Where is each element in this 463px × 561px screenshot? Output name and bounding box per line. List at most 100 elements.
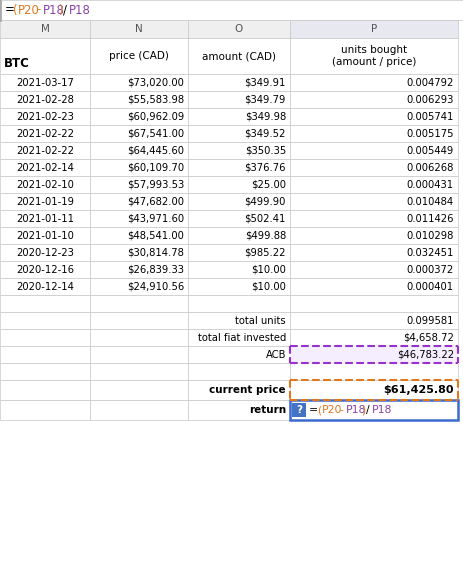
Text: BTC: BTC	[4, 57, 30, 71]
Bar	[90, 227, 188, 244]
Text: $30,814.78: $30,814.78	[127, 247, 184, 257]
Bar	[0, 363, 90, 380]
Bar	[0, 142, 90, 159]
Bar	[0, 125, 90, 142]
Text: total fiat invested: total fiat invested	[197, 333, 285, 343]
Bar	[0, 244, 90, 261]
Text: =: =	[5, 3, 15, 16]
Bar	[289, 278, 457, 295]
Bar	[289, 363, 457, 380]
Bar	[0, 159, 90, 176]
Text: 0.099581: 0.099581	[406, 315, 453, 325]
Text: $499.90: $499.90	[244, 196, 285, 206]
Bar	[90, 210, 188, 227]
Text: $349.91: $349.91	[244, 77, 285, 88]
Bar	[289, 108, 457, 125]
Bar	[0, 400, 90, 420]
Text: 2020-12-16: 2020-12-16	[16, 264, 74, 274]
Bar	[0, 346, 90, 363]
Bar	[90, 125, 188, 142]
Bar	[289, 346, 457, 363]
Text: $349.98: $349.98	[244, 112, 285, 122]
Bar	[188, 261, 289, 278]
Text: $25.00: $25.00	[250, 180, 285, 190]
Bar	[0, 108, 90, 125]
Bar	[188, 227, 289, 244]
Text: $48,541.00: $48,541.00	[127, 231, 184, 241]
Bar	[289, 74, 457, 91]
Text: $43,971.60: $43,971.60	[126, 214, 184, 223]
Text: 2021-02-23: 2021-02-23	[16, 112, 74, 122]
Bar	[289, 210, 457, 227]
Bar	[90, 20, 188, 38]
Text: 0.005741: 0.005741	[406, 112, 453, 122]
Text: P20: P20	[321, 405, 342, 415]
Text: 0.006268: 0.006268	[406, 163, 453, 172]
Bar	[90, 329, 188, 346]
Bar	[0, 0, 463, 20]
Bar	[188, 176, 289, 193]
Text: $4,658.72: $4,658.72	[402, 333, 453, 343]
Text: $376.76: $376.76	[244, 163, 285, 172]
Text: 2021-02-10: 2021-02-10	[16, 180, 74, 190]
Text: 0.010298: 0.010298	[406, 231, 453, 241]
Bar	[188, 142, 289, 159]
Bar	[90, 244, 188, 261]
Text: M: M	[40, 24, 50, 34]
Bar	[289, 91, 457, 108]
Text: ACB: ACB	[265, 350, 285, 360]
Bar	[289, 400, 457, 420]
Text: 0.032451: 0.032451	[406, 247, 453, 257]
Bar	[90, 346, 188, 363]
Bar	[188, 210, 289, 227]
Bar	[188, 380, 289, 400]
Bar	[90, 38, 188, 74]
Bar	[188, 193, 289, 210]
Text: P18: P18	[43, 3, 65, 16]
Text: current price: current price	[209, 385, 285, 395]
Bar	[90, 159, 188, 176]
Bar	[289, 159, 457, 176]
Bar	[90, 363, 188, 380]
Text: amount (CAD): amount (CAD)	[201, 51, 275, 61]
Bar	[188, 159, 289, 176]
Bar	[90, 142, 188, 159]
Bar	[289, 227, 457, 244]
Text: 0.006293: 0.006293	[406, 94, 453, 104]
Text: $499.88: $499.88	[244, 231, 285, 241]
Bar	[0, 38, 90, 74]
Bar	[188, 244, 289, 261]
Bar	[188, 38, 289, 74]
Text: ): )	[58, 3, 63, 16]
Bar	[90, 295, 188, 312]
Bar	[188, 346, 289, 363]
Bar	[0, 295, 90, 312]
Bar	[0, 210, 90, 227]
Text: $349.52: $349.52	[244, 128, 285, 139]
Bar	[289, 193, 457, 210]
Text: 2021-03-17: 2021-03-17	[16, 77, 74, 88]
Text: 0.000372: 0.000372	[406, 264, 453, 274]
Bar	[289, 125, 457, 142]
Bar	[289, 295, 457, 312]
Text: $73,020.00: $73,020.00	[127, 77, 184, 88]
Text: $24,910.56: $24,910.56	[126, 282, 184, 292]
Text: (amount / price): (amount / price)	[331, 57, 415, 67]
Bar	[188, 400, 289, 420]
Text: P18: P18	[69, 3, 91, 16]
Bar	[289, 312, 457, 329]
Text: /: /	[63, 3, 67, 16]
Text: ): )	[360, 405, 364, 415]
Text: $985.22: $985.22	[244, 247, 285, 257]
Text: 0.005449: 0.005449	[406, 145, 453, 155]
Text: $57,993.53: $57,993.53	[126, 180, 184, 190]
Text: total units: total units	[235, 315, 285, 325]
Bar	[289, 329, 457, 346]
Bar	[0, 193, 90, 210]
Text: O: O	[234, 24, 243, 34]
Bar	[289, 38, 457, 74]
Text: 2021-01-10: 2021-01-10	[16, 231, 74, 241]
Bar	[90, 312, 188, 329]
Text: 2021-01-19: 2021-01-19	[16, 196, 74, 206]
Bar	[0, 380, 90, 400]
